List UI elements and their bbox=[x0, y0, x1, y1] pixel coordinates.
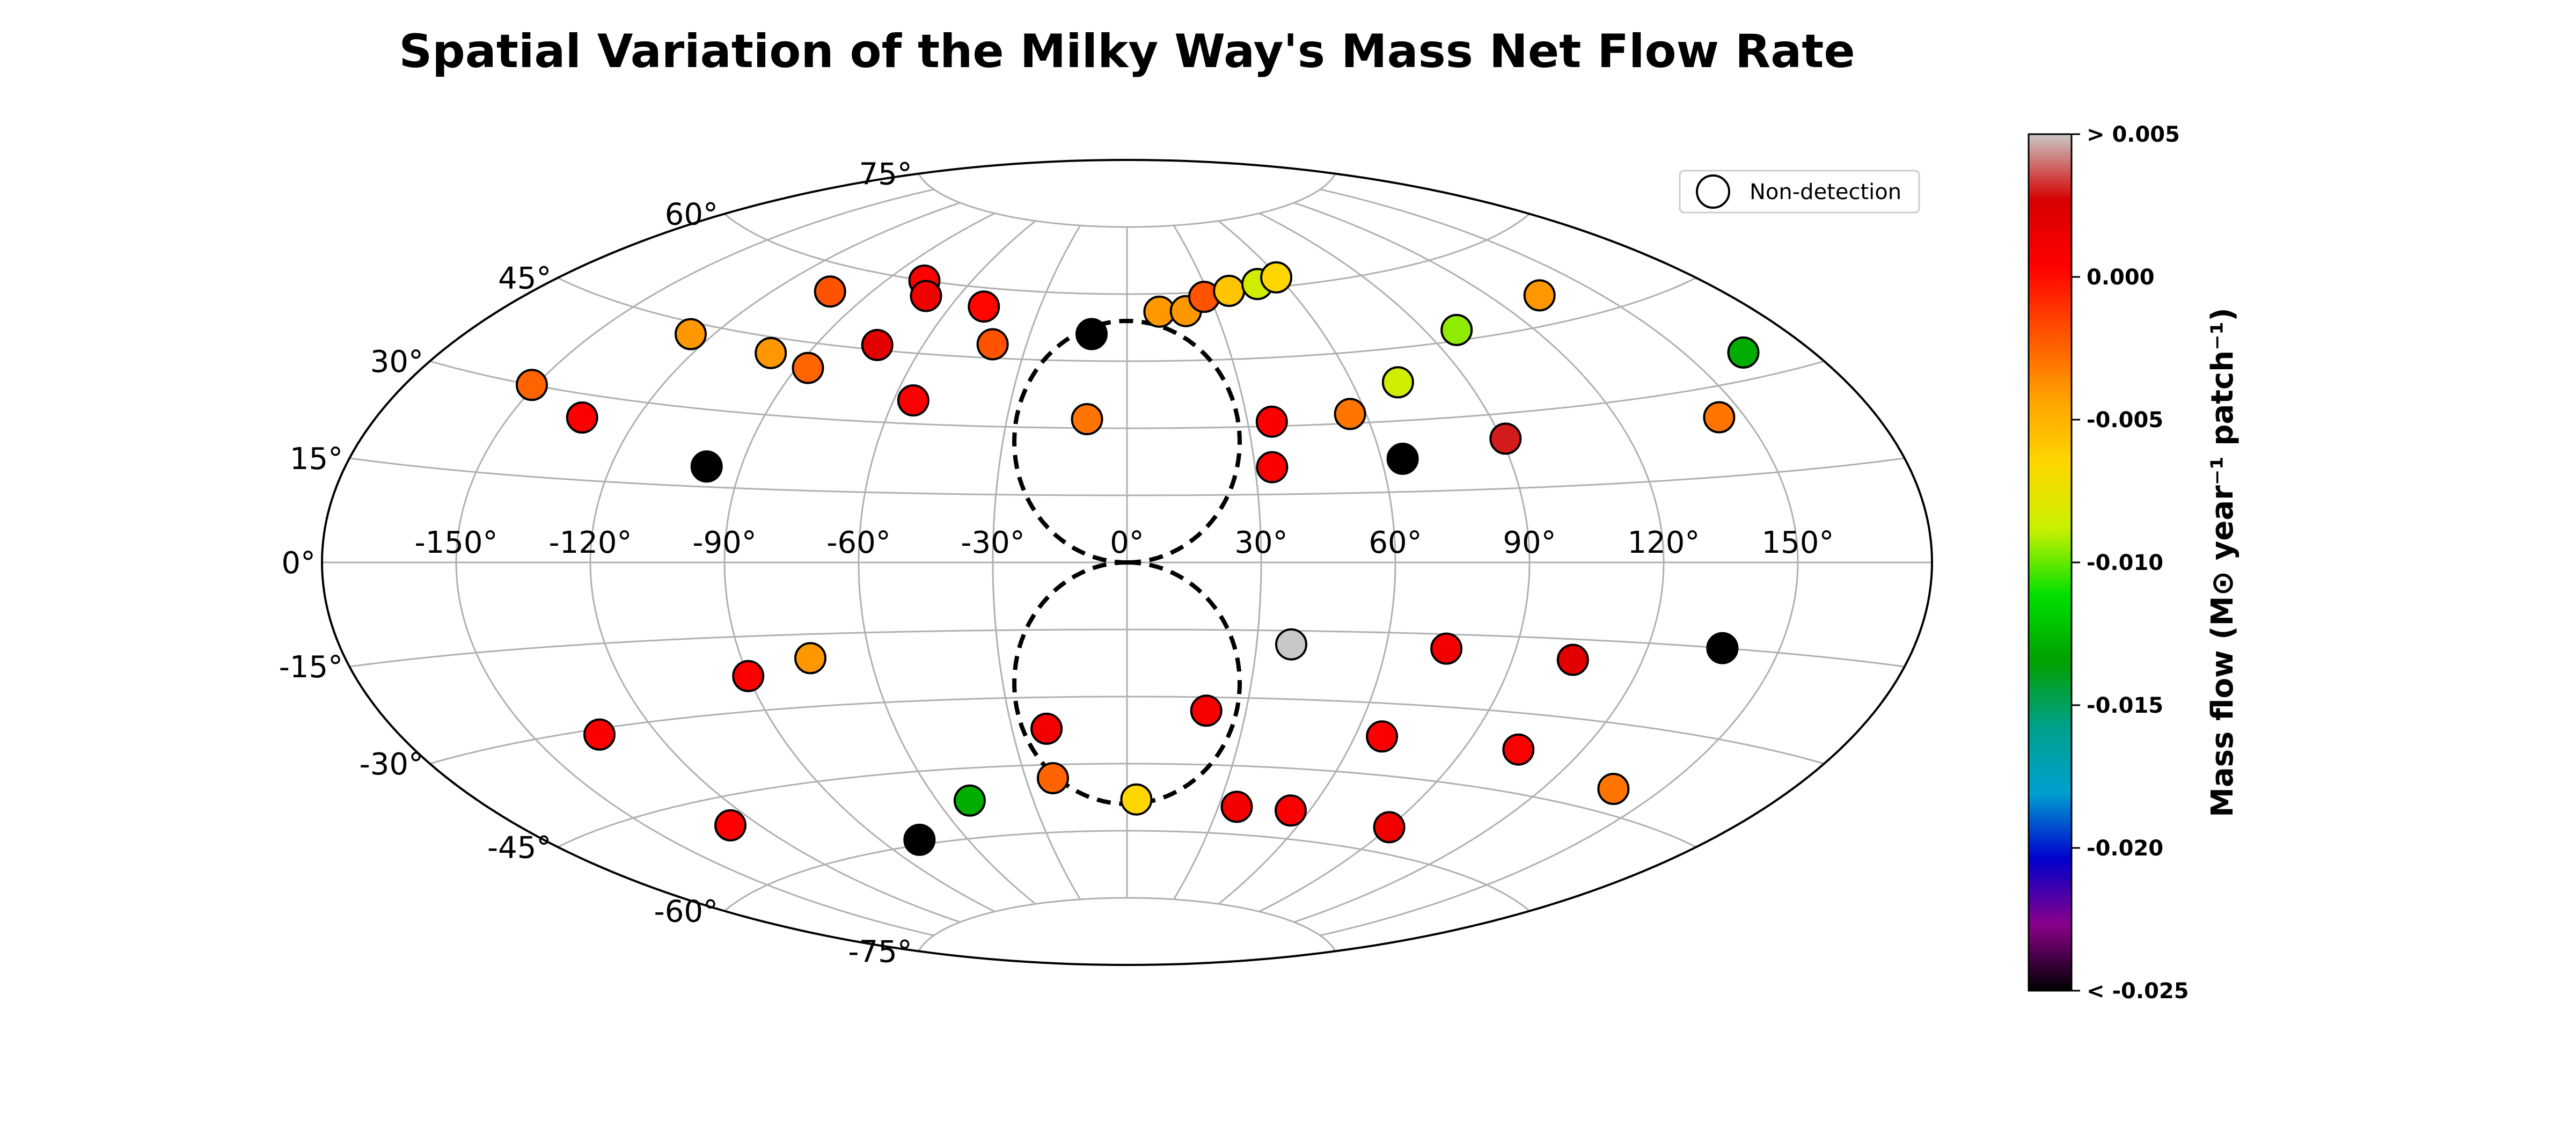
scatter-point bbox=[566, 401, 598, 434]
longitude-tick-label: -90° bbox=[692, 525, 756, 560]
parallel-line bbox=[724, 830, 1530, 912]
data-points bbox=[516, 261, 1760, 856]
scatter-point bbox=[516, 369, 548, 401]
scatter-point bbox=[1036, 762, 1069, 794]
parallel-line bbox=[557, 763, 1697, 848]
colorbar-gradient bbox=[2028, 133, 2073, 992]
chart-title: Spatial Variation of the Milky Way's Mas… bbox=[399, 25, 1855, 78]
scatter-point bbox=[1386, 442, 1419, 475]
scatter-point bbox=[814, 275, 846, 308]
colorbar-ticks: > 0.005 0.000 -0.005 -0.010 -0.015 -0.020 < -0… bbox=[2072, 122, 2189, 1004]
latitude-tick-label: 0° bbox=[281, 546, 316, 581]
colorbar-tick-label: < -0.025 bbox=[2087, 979, 2189, 1004]
scatter-point bbox=[1030, 712, 1063, 745]
scatter-point bbox=[1071, 403, 1103, 435]
colorbar-axis-label: Mass flow (M⊙ year⁻¹ patch⁻¹) bbox=[2205, 308, 2240, 817]
scatter-point bbox=[976, 328, 1009, 361]
scatter-point bbox=[794, 642, 826, 675]
longitude-tick-label: -120° bbox=[548, 525, 632, 560]
scatter-point bbox=[903, 823, 936, 856]
longitude-tick-label: 90° bbox=[1503, 525, 1556, 560]
parallel-line bbox=[724, 213, 1530, 295]
scatter-point bbox=[675, 318, 707, 350]
scatter-point bbox=[1523, 279, 1556, 312]
colorbar: > 0.005 0.000 -0.005 -0.010 -0.015 -0.020 < -0… bbox=[2028, 122, 2240, 1004]
tick-labels: -150° -120° -90° -60° -30° 0° 30° 60° 90° 120° 150… bbox=[279, 157, 1834, 970]
scatter-point bbox=[861, 328, 894, 361]
latitude-tick-label: -45° bbox=[487, 830, 551, 865]
legend-marker-non-detection bbox=[1696, 174, 1730, 209]
scatter-point bbox=[953, 784, 986, 817]
scatter-point bbox=[1255, 405, 1288, 438]
colorbar-tick-label: -0.005 bbox=[2087, 408, 2163, 433]
scatter-point bbox=[1440, 313, 1473, 346]
parallel-line bbox=[349, 457, 1905, 496]
scatter-point bbox=[910, 280, 942, 312]
longitude-tick-label: 60° bbox=[1368, 525, 1422, 560]
longitude-tick-label: -150° bbox=[414, 525, 497, 560]
scatter-point bbox=[1256, 451, 1289, 484]
scatter-point bbox=[1275, 794, 1307, 827]
parallel-line bbox=[429, 360, 1825, 429]
scatter-point bbox=[1727, 336, 1760, 369]
longitude-tick-label: 0° bbox=[1110, 525, 1144, 560]
legend: Non-detection bbox=[1679, 170, 1920, 214]
scatter-point bbox=[1366, 720, 1399, 753]
latitude-tick-label: -75° bbox=[848, 934, 912, 969]
scatter-point bbox=[792, 352, 824, 384]
scatter-point bbox=[1260, 261, 1293, 294]
avoidance-lobe-north bbox=[1012, 318, 1242, 565]
scatter-point bbox=[1075, 318, 1108, 350]
colorbar-tick-label: -0.010 bbox=[2087, 551, 2163, 575]
map-outline bbox=[320, 158, 1934, 967]
scatter-point bbox=[714, 809, 747, 841]
parallel-line bbox=[918, 173, 1336, 228]
scatter-point bbox=[583, 718, 616, 751]
latitude-tick-label: -30° bbox=[359, 747, 423, 782]
scatter-point bbox=[968, 290, 1000, 323]
scatter-point bbox=[1502, 733, 1535, 766]
longitude-tick-label: -30° bbox=[961, 525, 1024, 560]
parallel-line bbox=[429, 696, 1825, 765]
parallel-line bbox=[918, 897, 1336, 952]
scatter-point bbox=[1706, 632, 1739, 664]
latitude-tick-label: -60° bbox=[654, 895, 718, 930]
scatter-point bbox=[1213, 275, 1246, 307]
colorbar-tick-label: -0.020 bbox=[2087, 836, 2163, 861]
colorbar-tick-label: > 0.005 bbox=[2087, 122, 2180, 147]
scatter-point bbox=[1489, 422, 1522, 455]
colorbar-tick-label: -0.015 bbox=[2087, 693, 2163, 718]
scatter-point bbox=[1275, 628, 1307, 661]
latitude-tick-label: 15° bbox=[290, 442, 343, 477]
scatter-point bbox=[1334, 398, 1366, 430]
latitude-tick-label: 75° bbox=[859, 157, 912, 192]
scatter-point bbox=[755, 336, 787, 369]
longitude-tick-label: -60° bbox=[826, 525, 890, 560]
scatter-point bbox=[1381, 366, 1414, 399]
latitude-tick-label: 60° bbox=[665, 197, 718, 232]
scatter-point bbox=[1430, 632, 1463, 665]
latitude-tick-label: 30° bbox=[370, 345, 423, 379]
scatter-point bbox=[690, 450, 723, 483]
longitude-tick-label: 30° bbox=[1234, 525, 1287, 560]
legend-box bbox=[1679, 170, 1920, 214]
longitude-tick-label: 120° bbox=[1628, 525, 1700, 560]
scatter-point bbox=[1190, 694, 1223, 727]
scatter-point bbox=[1220, 791, 1253, 823]
legend-label: Non-detection bbox=[1750, 180, 1901, 204]
scatter-point bbox=[1597, 773, 1630, 805]
scatter-point bbox=[1703, 401, 1736, 434]
colorbar-tick-label: 0.000 bbox=[2087, 265, 2155, 290]
parallel-line bbox=[557, 277, 1697, 362]
scatter-point bbox=[1373, 811, 1406, 844]
latitude-tick-label: -15° bbox=[279, 650, 343, 685]
longitude-tick-label: 150° bbox=[1762, 525, 1834, 560]
parallel-line bbox=[349, 628, 1905, 668]
latitude-tick-label: 45° bbox=[498, 261, 551, 296]
scatter-point bbox=[1556, 643, 1589, 676]
scatter-point bbox=[1120, 783, 1153, 816]
scatter-point bbox=[897, 384, 930, 417]
scatter-point bbox=[732, 660, 765, 692]
